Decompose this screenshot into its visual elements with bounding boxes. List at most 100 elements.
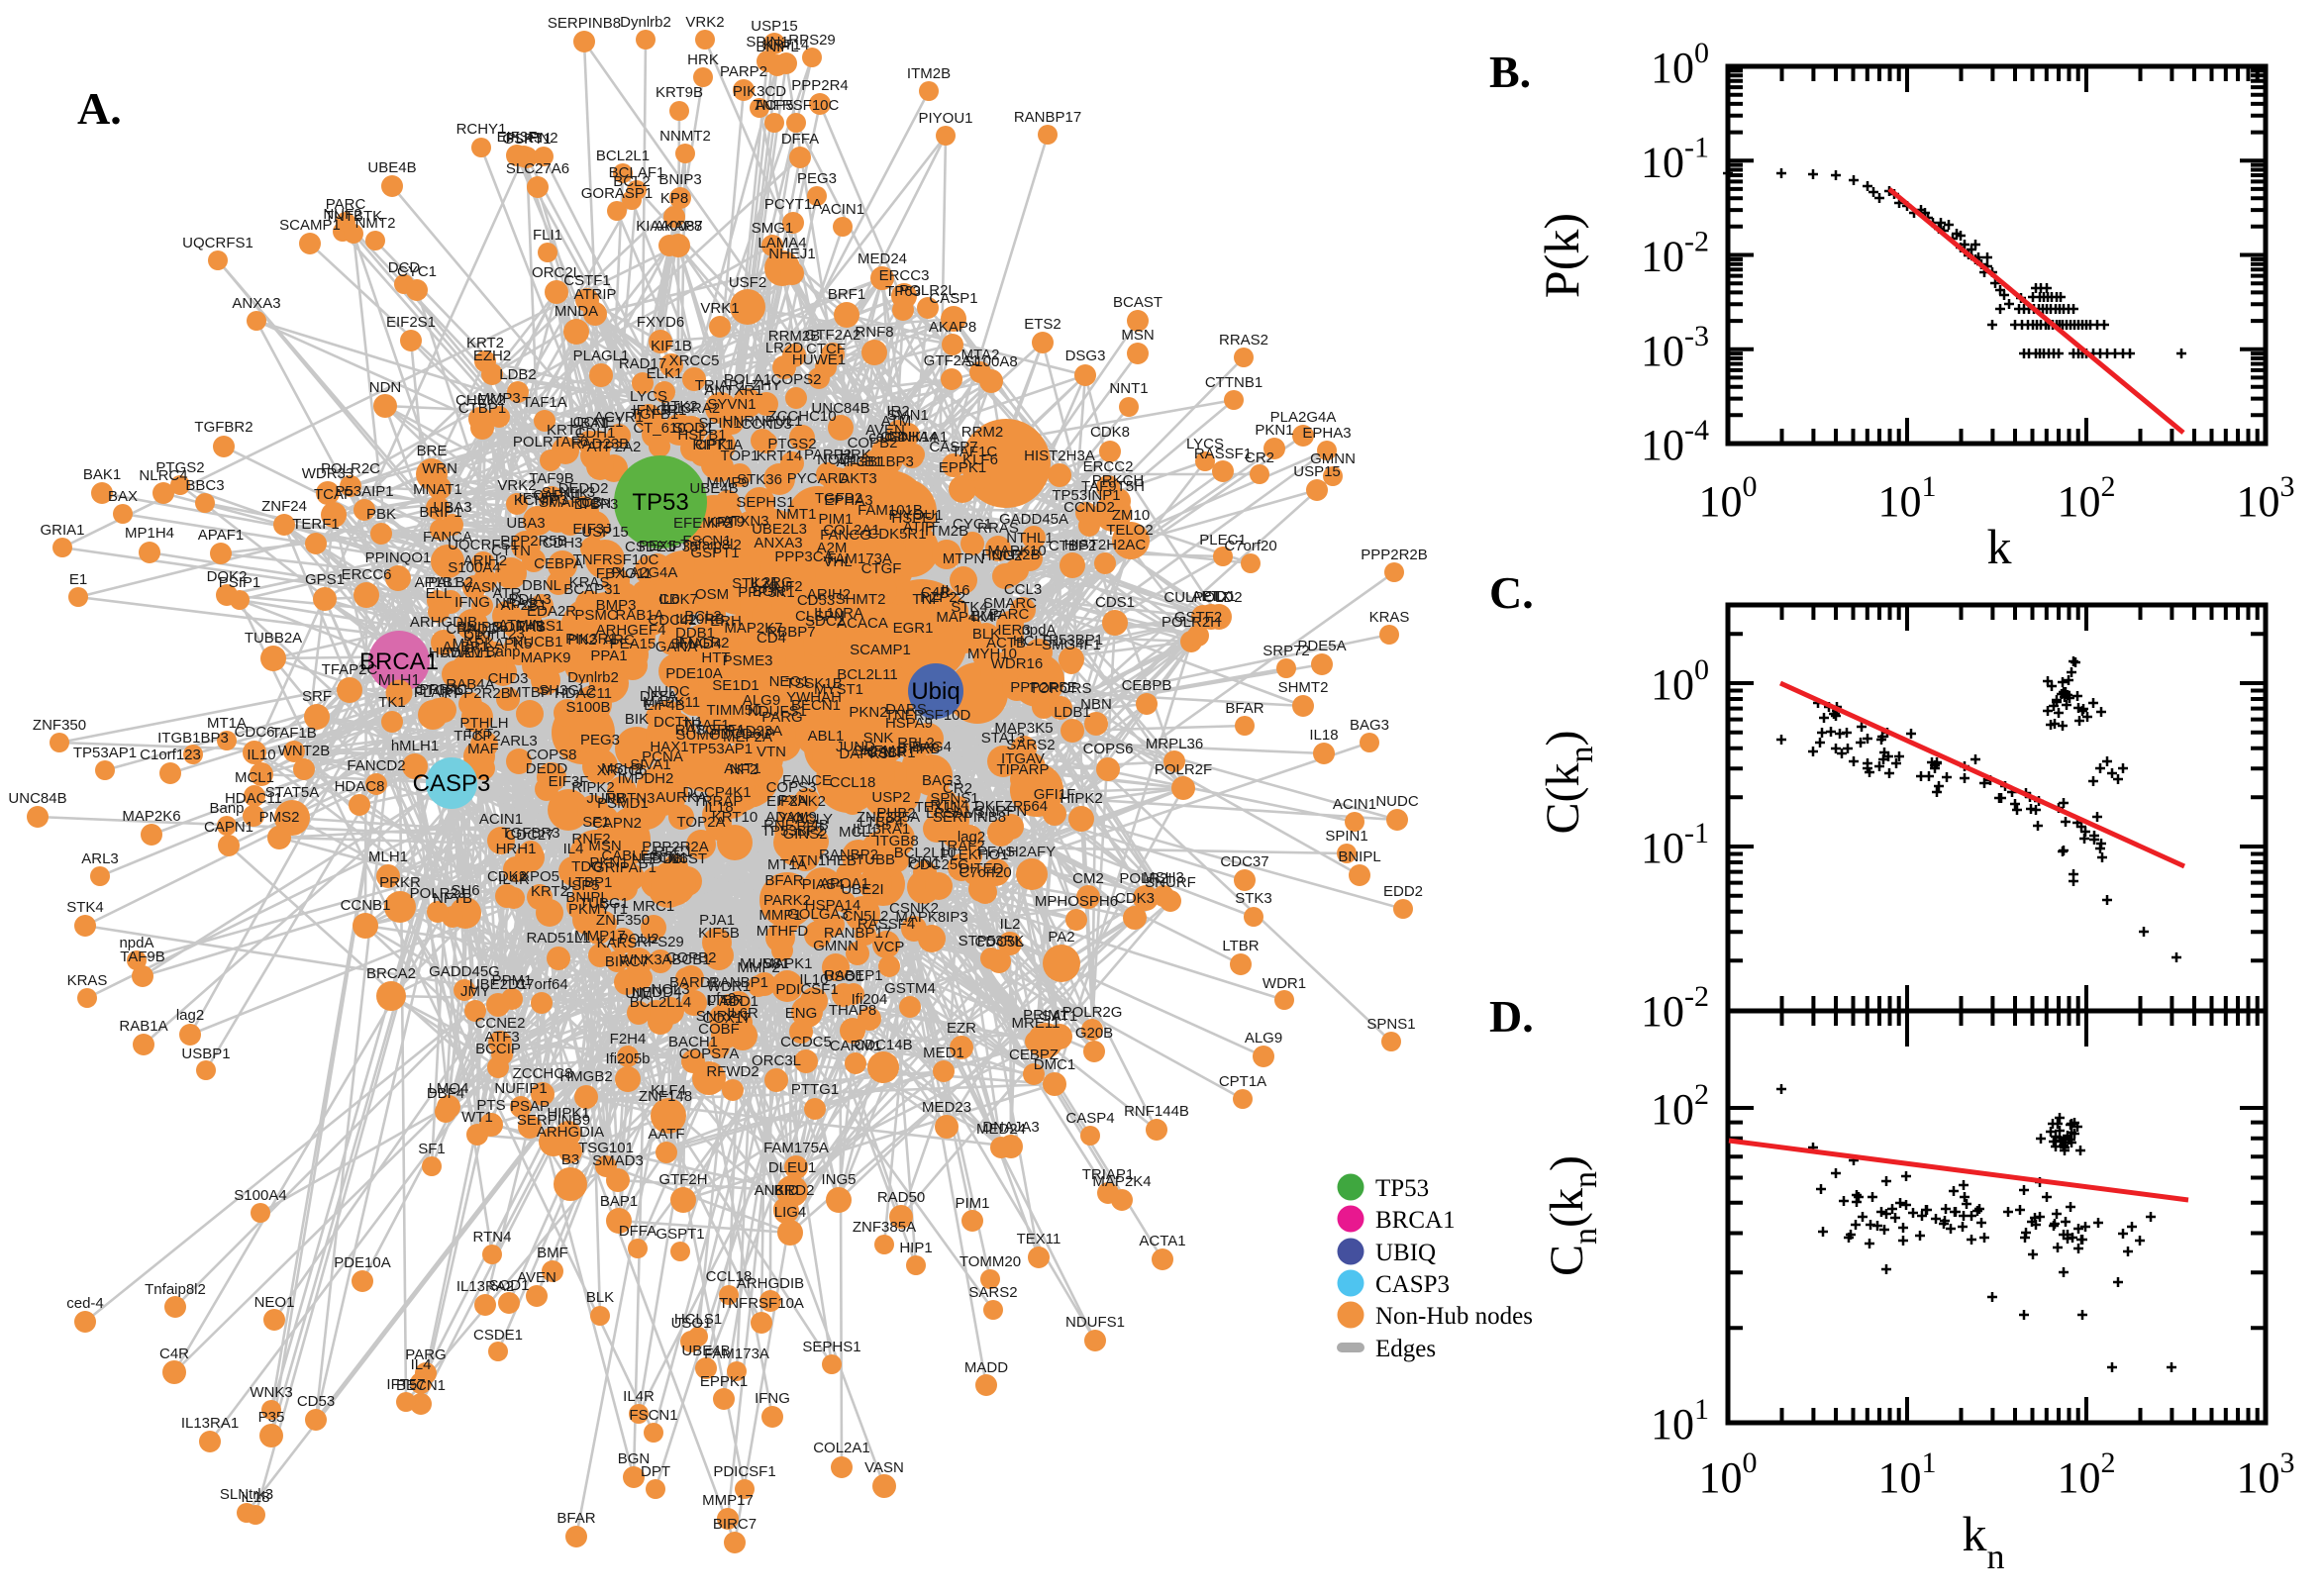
svg-text:NUDC: NUDC (1375, 793, 1418, 810)
svg-text:IFNGR2: IFNGR2 (674, 635, 729, 651)
svg-text:BCCIP: BCCIP (475, 1041, 521, 1057)
svg-text:TSSK1B: TSSK1B (785, 675, 843, 692)
svg-text:MAPK11: MAPK11 (643, 694, 700, 711)
svg-text:CTBP1: CTBP1 (458, 400, 506, 417)
svg-text:NUF2: NUF2 (323, 206, 361, 223)
svg-text:GSPT1: GSPT1 (502, 131, 551, 148)
svg-text:SMN1: SMN1 (887, 407, 929, 424)
svg-text:EPPK1: EPPK1 (939, 459, 986, 476)
svg-text:SE1D1: SE1D1 (712, 677, 759, 694)
svg-text:MYH10: MYH10 (967, 646, 1017, 662)
svg-text:TELO2: TELO2 (1106, 522, 1154, 539)
svg-text:ATF3: ATF3 (484, 1029, 520, 1046)
svg-text:BRCA2: BRCA2 (366, 965, 416, 982)
svg-text:ACIN1: ACIN1 (479, 811, 523, 828)
svg-text:ZNF385A: ZNF385A (853, 1219, 916, 1236)
svg-text:TSG101: TSG101 (578, 1140, 634, 1156)
svg-text:BCAP31: BCAP31 (563, 581, 621, 598)
svg-text:PSAP: PSAP (510, 1098, 550, 1115)
svg-text:NEDD8: NEDD8 (632, 850, 682, 867)
svg-text:DAPK3: DAPK3 (839, 746, 887, 762)
svg-text:IL2RG: IL2RG (750, 574, 792, 591)
svg-text:MT1A: MT1A (207, 715, 247, 732)
svg-text:GSTM4: GSTM4 (884, 980, 936, 997)
svg-text:ITGAV: ITGAV (1001, 750, 1045, 767)
svg-text:TOPORS: TOPORS (1029, 680, 1091, 697)
svg-text:PKN1: PKN1 (1255, 422, 1293, 439)
svg-text:MMP1: MMP1 (758, 907, 801, 924)
svg-text:npdA: npdA (119, 935, 153, 951)
svg-text:HIST2H3A: HIST2H3A (1024, 448, 1095, 464)
svg-text:GTF2H: GTF2H (658, 1171, 707, 1188)
svg-text:PCNA: PCNA (642, 748, 683, 765)
svg-text:DITED: DITED (960, 860, 1004, 877)
svg-text:GINS2: GINS2 (782, 826, 827, 843)
svg-text:CCL3: CCL3 (1004, 581, 1042, 598)
svg-text:ARC: ARC (603, 632, 635, 648)
svg-text:CYC1: CYC1 (397, 263, 437, 280)
svg-text:CULPOLD2: CULPOLD2 (1163, 589, 1242, 606)
svg-text:KP8: KP8 (660, 190, 688, 207)
svg-text:C.: C. (1489, 567, 1534, 618)
svg-text:ALG9: ALG9 (743, 692, 780, 709)
svg-text:TUBB2A: TUBB2A (245, 630, 302, 647)
svg-text:PDE5A: PDE5A (1297, 638, 1346, 654)
svg-text:ACIN1: ACIN1 (821, 201, 864, 218)
svg-text:GSPT1: GSPT1 (656, 1226, 704, 1243)
svg-text:TP53AP1: TP53AP1 (73, 745, 137, 761)
svg-text:EFEMP2: EFEMP2 (673, 515, 733, 532)
svg-text:UNC84B: UNC84B (811, 400, 869, 417)
svg-text:HUWE1: HUWE1 (792, 351, 846, 368)
svg-text:EPHA3: EPHA3 (824, 492, 872, 509)
svg-text:ERCC2: ERCC2 (1083, 458, 1134, 475)
svg-text:MNDA: MNDA (555, 303, 598, 320)
svg-text:BLK: BLK (586, 1289, 614, 1306)
svg-text:SF1: SF1 (582, 814, 610, 831)
svg-text:NDUFS1: NDUFS1 (748, 703, 807, 720)
svg-text:PSMD1: PSMD1 (597, 795, 649, 812)
svg-text:HCLS1: HCLS1 (1013, 633, 1060, 649)
svg-text:CEBPA: CEBPA (534, 555, 583, 572)
svg-text:PDE10A: PDE10A (334, 1254, 391, 1271)
svg-text:ARIH2: ARIH2 (807, 586, 851, 603)
svg-text:ARL3: ARL3 (81, 850, 119, 867)
svg-text:C7orf20: C7orf20 (1224, 538, 1276, 554)
svg-text:BRF1: BRF1 (828, 286, 865, 303)
svg-text:ATMIN: ATMIN (498, 617, 544, 634)
svg-text:BCL2L11: BCL2L11 (837, 666, 897, 683)
svg-text:ING2: ING2 (987, 548, 1022, 564)
svg-text:PPP3R1: PPP3R1 (738, 584, 795, 601)
svg-text:IL2: IL2 (1000, 916, 1021, 933)
svg-text:KIF1B: KIF1B (651, 338, 692, 354)
svg-text:MMP9: MMP9 (706, 474, 749, 491)
svg-text:STK36: STK36 (737, 471, 782, 488)
svg-text:PLK3: PLK3 (506, 130, 543, 147)
svg-text:B3: B3 (561, 1151, 579, 1168)
svg-text:AATF: AATF (648, 1126, 684, 1143)
svg-text:A2M: A2M (817, 540, 848, 556)
svg-text:IR2: IR2 (886, 403, 909, 420)
svg-text:COPS3: COPS3 (766, 779, 817, 796)
svg-text:RPS29: RPS29 (637, 934, 684, 950)
svg-text:TRAF1: TRAF1 (682, 717, 730, 734)
svg-text:XRCC5: XRCC5 (669, 352, 720, 369)
svg-text:TUBB: TUBB (856, 851, 895, 868)
svg-text:CDC14B: CDC14B (854, 1037, 912, 1053)
svg-text:ZNF350: ZNF350 (596, 912, 650, 929)
svg-text:POLR2L: POLR2L (899, 282, 957, 299)
svg-text:RPS29: RPS29 (788, 32, 836, 49)
svg-text:HDAC11: HDAC11 (225, 790, 282, 807)
svg-text:RANBP17: RANBP17 (824, 925, 891, 942)
svg-text:TKT: TKT (465, 726, 493, 743)
svg-text:CSDE1: CSDE1 (625, 539, 674, 555)
svg-text:FSCN1: FSCN1 (629, 1407, 677, 1424)
svg-text:RASSF1: RASSF1 (1194, 446, 1252, 462)
svg-text:KRT9: KRT9 (707, 514, 745, 531)
svg-text:CDC27: CDC27 (505, 827, 554, 844)
svg-text:MRPL36: MRPL36 (1146, 736, 1203, 752)
svg-text:MP1H4: MP1H4 (125, 525, 174, 542)
svg-text:MSN: MSN (588, 838, 621, 854)
svg-text:BNIPL: BNIPL (1338, 848, 1380, 865)
svg-text:RTN4: RTN4 (473, 1229, 512, 1246)
svg-text:SAT1: SAT1 (1042, 1008, 1077, 1025)
